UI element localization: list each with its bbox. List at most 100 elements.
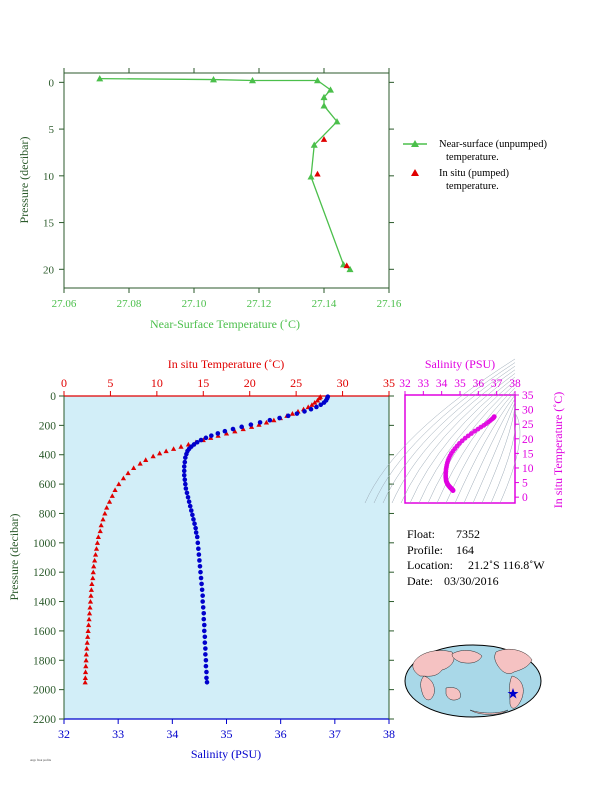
temperature-point	[94, 540, 101, 545]
near-surface-y-tick-label: 0	[49, 77, 55, 89]
legend-label-pumped-2: temperature.	[446, 181, 499, 192]
salinity-point	[267, 417, 273, 423]
ts-salinity-tick-label: 36	[473, 378, 485, 390]
pressure-axis-title: Pressure (decibar)	[7, 514, 21, 601]
salinity-point	[200, 605, 206, 610]
ts-salinity-tick-label: 35	[454, 378, 466, 390]
footnote: Argo float profile	[30, 758, 52, 762]
near-surface-y-tick-label: 15	[43, 218, 55, 230]
salinity-point	[204, 679, 210, 685]
salinity-tick-label: 35	[221, 727, 233, 741]
temperature-point	[223, 430, 230, 436]
salinity-point	[201, 616, 207, 622]
pressure-tick-label: 1800	[33, 655, 56, 667]
temperature-point	[289, 411, 296, 416]
temperature-point	[92, 557, 98, 563]
in-situ-point	[314, 170, 321, 177]
temperature-tick-label: 5	[107, 376, 113, 390]
pressure-tick-label: 2200	[33, 714, 56, 726]
float-info: Float: 7352 Profile: 164 Location: 21.2˚…	[407, 527, 545, 589]
temperature-point	[263, 419, 270, 425]
profile-row: Profile: 164	[407, 543, 545, 559]
temperature-point	[86, 622, 92, 628]
temperature-tick-label: 35	[383, 376, 395, 390]
salinity-axis-title: Salinity (PSU)	[191, 747, 261, 761]
ts-temperature-tick-label: 0	[522, 492, 528, 504]
near-surface-chart: 27.06 27.08 27.10 27.12 27.14 27.16 0 5 10 15 20 N…	[17, 68, 547, 331]
legend-marker-unpumped	[411, 140, 419, 147]
ts-temperature-tick-label: 15	[522, 448, 534, 460]
temperature-point	[84, 640, 90, 645]
near-surface-x-tick-label: 27.08	[117, 298, 142, 310]
salinity-point	[204, 675, 209, 681]
density-contour-line	[409, 376, 516, 504]
near-surface-x-tick-label: 27.14	[312, 298, 337, 310]
temperature-point	[92, 551, 99, 557]
near-surface-y-tick-label: 10	[43, 171, 55, 183]
float-row: Float: 7352	[407, 527, 545, 543]
salinity-point	[200, 599, 205, 604]
salinity-point	[197, 564, 203, 569]
temperature-point	[240, 426, 246, 432]
temperature-point	[271, 417, 277, 423]
salinity-point	[314, 404, 319, 410]
salinity-point	[209, 433, 214, 438]
pressure-tick-label: 1600	[33, 626, 56, 638]
near-surface-point	[320, 93, 328, 101]
near-surface-point	[249, 76, 256, 84]
salinity-point	[183, 481, 188, 487]
legend-label-unpumped-2: temperature.	[446, 152, 499, 163]
salinity-point	[197, 558, 202, 563]
temperature-point	[84, 645, 90, 651]
float-value: 7352	[456, 527, 480, 541]
salinity-tick-label: 38	[383, 727, 395, 741]
near-surface-point	[327, 86, 334, 93]
temperature-point	[150, 453, 156, 459]
temperature-tick-label: 0	[61, 376, 67, 390]
profile-chart: 0 5 10 15 20 25 30 35 32 33 34 35 36 37 38 0 200 400 600 80…	[7, 357, 395, 761]
temperature-point	[314, 397, 321, 403]
salinity-tick-label: 36	[275, 727, 287, 741]
near-surface-y-tick-label: 20	[43, 264, 55, 276]
temperature-point	[91, 563, 97, 569]
temperature-point	[88, 587, 94, 592]
temperature-point	[82, 679, 88, 685]
ts-salinity-title: Salinity (PSU)	[425, 357, 495, 371]
near-surface-point	[346, 265, 354, 273]
near-surface-point	[96, 75, 104, 82]
near-surface-x-tick-label: 27.12	[247, 298, 272, 310]
temperature-point	[232, 428, 238, 434]
salinity-point	[202, 640, 208, 645]
near-surface-point	[310, 141, 318, 148]
temperature-point	[106, 499, 113, 504]
salinity-point	[195, 540, 201, 546]
near-surface-point	[210, 76, 217, 83]
map-land	[412, 649, 533, 715]
near-surface-x-tick-label: 27.16	[377, 298, 402, 310]
ts-salinity-tick-label: 33	[418, 378, 430, 390]
temperature-point	[89, 581, 95, 587]
salinity-point	[192, 521, 197, 527]
salinity-point	[285, 413, 291, 419]
profile-label: Profile:	[407, 542, 443, 557]
float-label: Float:	[407, 527, 436, 541]
in-situ-point	[320, 136, 328, 142]
salinity-point	[190, 512, 195, 518]
ts-salinity-tick-label: 34	[436, 378, 448, 390]
salinity-point	[201, 622, 207, 628]
ts-point	[450, 488, 456, 493]
in-situ-point	[343, 262, 350, 269]
temperature-point	[83, 663, 89, 669]
near-surface-point	[314, 76, 321, 84]
profile-plot-area	[64, 396, 389, 719]
temperature-point	[100, 516, 106, 522]
salinity-point	[201, 610, 207, 616]
salinity-point	[203, 652, 208, 657]
salinity-point	[198, 575, 204, 581]
salinity-point	[294, 411, 300, 416]
pressure-tick-label: 2000	[33, 685, 56, 697]
density-contour-line	[391, 369, 516, 504]
near-surface-point	[320, 102, 328, 109]
salinity-point	[181, 464, 187, 469]
